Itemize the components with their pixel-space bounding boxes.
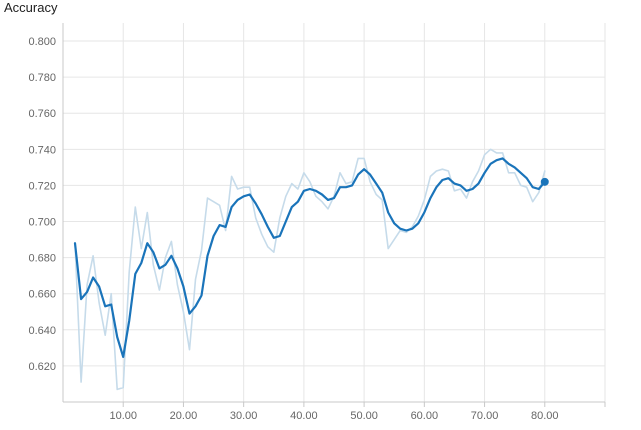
y-tick-label: 0.660 bbox=[28, 289, 56, 301]
y-tick-label: 0.740 bbox=[28, 144, 56, 156]
x-tick-label: 60.00 bbox=[411, 410, 439, 422]
last-point-marker bbox=[540, 177, 549, 186]
x-tick-label: 30.00 bbox=[230, 410, 258, 422]
smoothed-series-line bbox=[73, 157, 546, 358]
y-tick-label: 0.720 bbox=[28, 180, 56, 192]
x-tick-label: 70.00 bbox=[471, 410, 499, 422]
y-tick-label: 0.780 bbox=[28, 72, 56, 84]
axis-layer: 0.620 0.640 0.660 0.680 0.700 0.720 0.740 0.760… bbox=[28, 23, 606, 422]
chart-title: Accuracy bbox=[4, 0, 58, 15]
y-tick-label: 0.620 bbox=[28, 361, 56, 373]
x-tick-label: 50.00 bbox=[350, 410, 378, 422]
y-tick-label: 0.700 bbox=[28, 217, 56, 229]
x-tick-label: 80.00 bbox=[531, 410, 559, 422]
x-tick-label: 10.00 bbox=[109, 410, 137, 422]
x-tick-label: 20.00 bbox=[170, 410, 198, 422]
y-tick-label: 0.680 bbox=[28, 253, 56, 265]
y-tick-label: 0.640 bbox=[28, 325, 56, 337]
marker-layer bbox=[540, 177, 549, 186]
x-tick-label: 40.00 bbox=[290, 410, 318, 422]
y-tick-label: 0.800 bbox=[28, 36, 56, 48]
y-tick-label: 0.760 bbox=[28, 108, 56, 120]
grid-layer bbox=[63, 23, 606, 402]
raw-series-line bbox=[74, 148, 546, 391]
series-layer bbox=[73, 148, 546, 391]
